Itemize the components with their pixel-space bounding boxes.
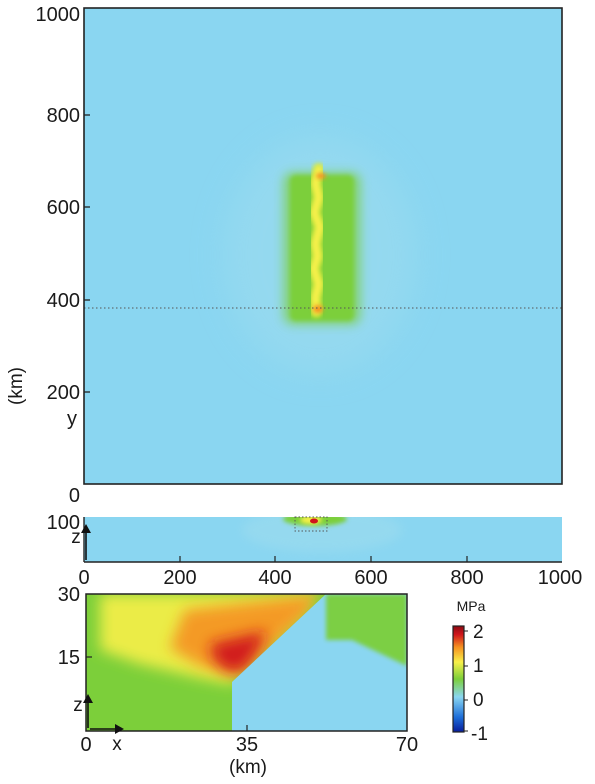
zoom-x-tick-label: 70 [396,734,418,756]
cross-section-x-ticks: 0 200 400 600 800 1000 [78,556,582,589]
plan-view-y-letter: y [67,408,77,430]
y-tick-label: 400 [47,290,80,312]
plan-view-crack-trace [311,166,323,315]
cross-section-y-tick-label: 0 [69,485,80,507]
x-tick-label: 600 [354,567,387,589]
plan-view-y-unit: (km) [6,367,27,405]
zoom-red-core [210,631,266,672]
colorbar-tick-label: -1 [471,724,488,745]
zoom-x-tick-label: 0 [80,734,91,756]
zoom-x-arrow-icon [90,724,124,734]
plan-view-panel: 200 400 600 800 1000 y (km) [6,4,563,485]
zoom-x-tick-label: 35 [236,734,258,756]
y-tick-label: 800 [47,105,80,127]
cross-section-halo [242,517,402,552]
zoom-box-outline [294,516,328,532]
plan-view-y-ticks: 200 400 600 800 1000 [36,4,90,404]
colorbar-gradient [452,625,465,733]
x-tick-label: 200 [163,567,196,589]
colorbar-label: MPa [457,598,486,614]
x-tick-label: 800 [450,567,483,589]
zoom-z-letter: z [73,695,83,716]
cross-section-panel: 0 100 0 200 400 600 800 1000 z [47,485,583,589]
y-tick-label: 600 [47,197,80,219]
plan-view-frame [83,7,563,485]
colorbar-tick-label: 0 [473,690,484,711]
colorbar: MPa 2 1 0 -1 [452,598,488,745]
x-tick-label: 1000 [538,567,583,589]
y-tick-label: 200 [47,382,80,404]
y-tick-label: 1000 [36,4,81,26]
zoom-x-unit: (km) [229,757,267,778]
cross-section-peak [310,518,318,524]
zoom-upper-right-green [326,594,407,666]
colorbar-tick-label: 1 [473,656,484,677]
plan-view-crack-tip-top [316,173,326,179]
zoom-y-tick-label: 15 [58,647,80,669]
colorbar-tick-label: 2 [473,622,484,643]
zoom-orange-band [170,594,322,676]
zoom-panel: 30 15 0 35 70 (km) z x [58,584,418,778]
plan-view-crack-tip-bottom [313,305,323,313]
cross-section-y-tick-label: 100 [47,512,80,534]
zoom-x-letter: x [112,734,122,755]
zoom-z-arrow-icon [83,694,93,728]
zoom-y-tick-label: 30 [58,584,80,606]
cross-section-z-arrow-icon [81,524,91,560]
x-tick-label: 0 [78,567,89,589]
cross-section-z-letter: z [71,527,81,548]
x-tick-label: 400 [258,567,291,589]
